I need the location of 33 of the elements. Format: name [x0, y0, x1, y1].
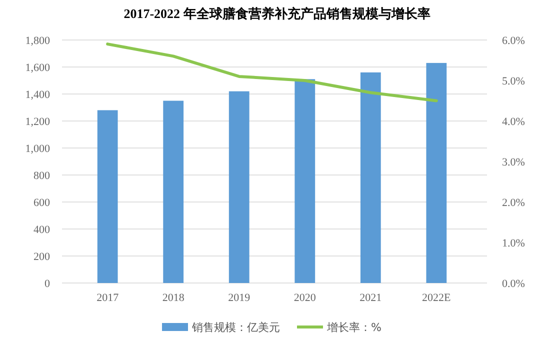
- bar: [426, 62, 447, 283]
- x-tick-label: 2021: [360, 292, 382, 304]
- legend-label: 增长率：%: [326, 320, 382, 334]
- y-tick-label: 0: [44, 278, 50, 290]
- bar: [360, 72, 381, 283]
- y2-tick-label: 2.0%: [502, 196, 525, 209]
- x-tick-label: 2020: [294, 292, 316, 304]
- y-tick-label: 400: [34, 224, 50, 236]
- y-tick-label: 1,000: [25, 142, 50, 155]
- y2-tick-label: 1.0%: [502, 237, 525, 250]
- bar: [228, 91, 250, 283]
- y-tick-label: 600: [34, 196, 50, 209]
- bar: [163, 100, 184, 283]
- x-tick-label: 2022E: [422, 292, 452, 304]
- y-tick-label: 1,800: [25, 34, 50, 47]
- y2-tick-label: 5.0%: [502, 75, 525, 88]
- y-tick-label: 1,200: [25, 116, 50, 128]
- y-tick-label: 1,600: [25, 62, 50, 74]
- chart-title: 2017-2022 年全球膳食营养补充产品销售规模与增长率: [124, 6, 430, 21]
- y-tick-label: 1,400: [25, 88, 50, 101]
- y-tick-label: 800: [34, 170, 50, 182]
- y2-tick-label: 3.0%: [502, 156, 525, 168]
- x-tick-label: 2018: [162, 292, 185, 304]
- line-series: [106, 42, 438, 102]
- bar: [97, 110, 118, 283]
- y2-tick-label: 6.0%: [502, 34, 525, 47]
- y2-tick-label: 4.0%: [502, 116, 525, 128]
- x-tick-label: 2017: [96, 292, 120, 304]
- y-tick-label: 200: [34, 250, 50, 263]
- y2-tick-label: 0.0%: [502, 278, 525, 290]
- legend-label: 销售规模：亿美元: [191, 320, 280, 334]
- x-tick-label: 2019: [228, 292, 251, 304]
- bar: [294, 79, 316, 283]
